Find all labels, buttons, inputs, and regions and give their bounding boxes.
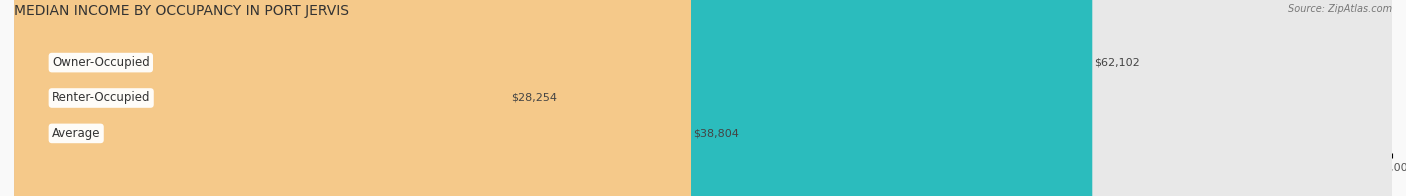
Text: $38,804: $38,804 [693, 128, 738, 138]
Text: $28,254: $28,254 [510, 93, 557, 103]
Text: Average: Average [52, 127, 100, 140]
Text: MEDIAN INCOME BY OCCUPANCY IN PORT JERVIS: MEDIAN INCOME BY OCCUPANCY IN PORT JERVI… [14, 4, 349, 18]
Text: $62,102: $62,102 [1094, 58, 1140, 68]
FancyBboxPatch shape [14, 0, 1392, 196]
FancyBboxPatch shape [14, 0, 1092, 196]
FancyBboxPatch shape [14, 0, 690, 196]
Text: Source: ZipAtlas.com: Source: ZipAtlas.com [1288, 4, 1392, 14]
FancyBboxPatch shape [14, 0, 1392, 196]
FancyBboxPatch shape [14, 0, 509, 196]
Text: Renter-Occupied: Renter-Occupied [52, 92, 150, 104]
FancyBboxPatch shape [14, 0, 1392, 196]
Text: Owner-Occupied: Owner-Occupied [52, 56, 149, 69]
